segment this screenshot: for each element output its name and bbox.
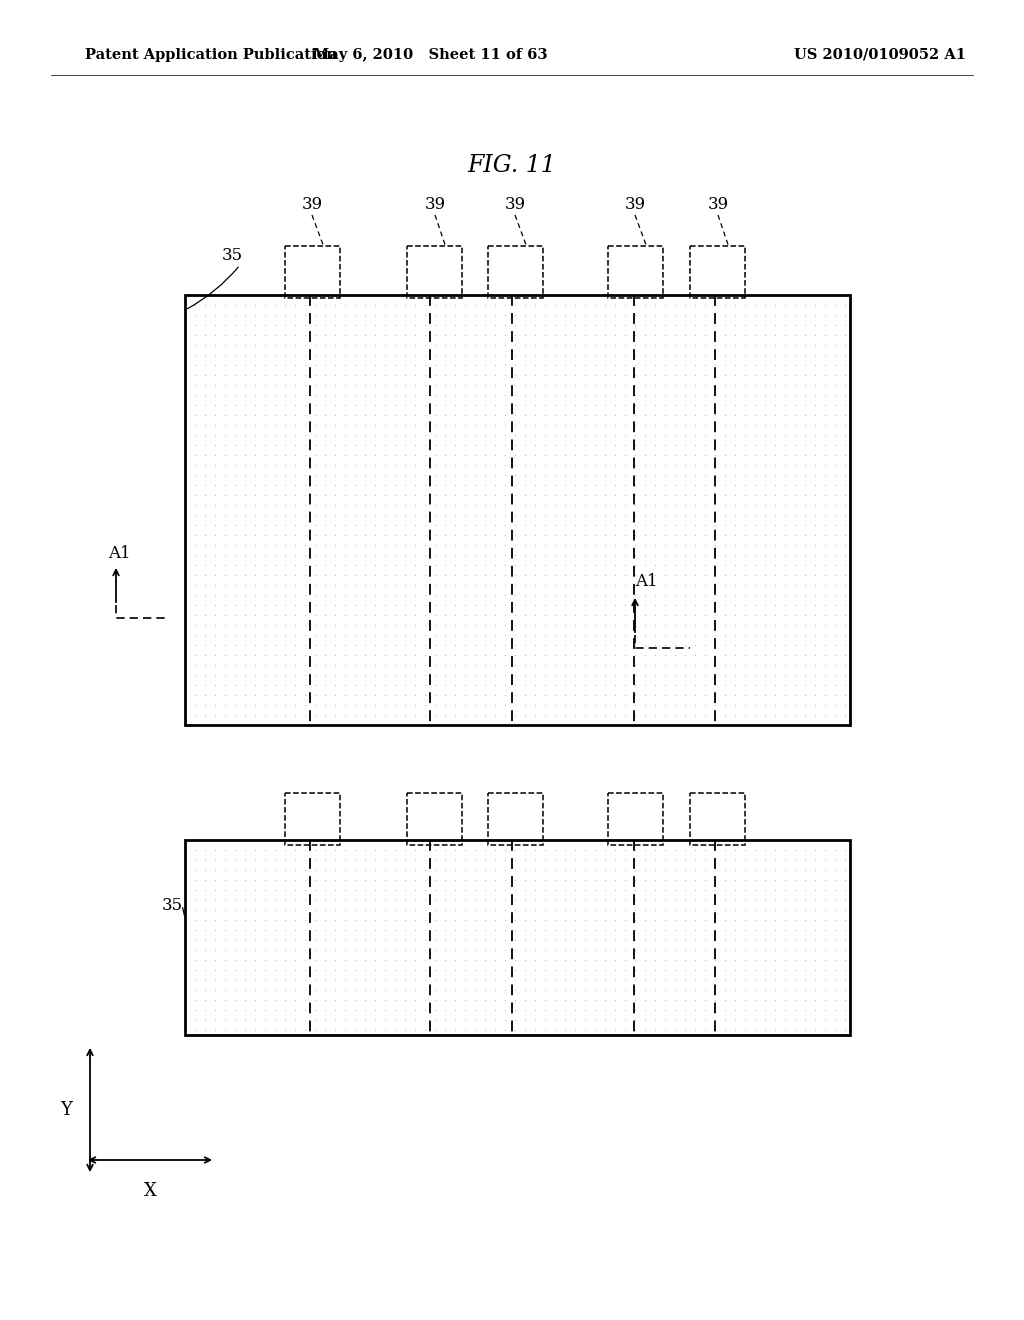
Text: 39: 39	[625, 195, 645, 213]
Text: 39: 39	[505, 195, 525, 213]
Bar	[285, 793, 340, 845]
Text: Y: Y	[60, 1101, 72, 1119]
Text: FIG. 11: FIG. 11	[468, 153, 556, 177]
Bar	[407, 246, 462, 298]
Bar	[690, 793, 745, 845]
Bar	[488, 793, 543, 845]
Bar	[285, 246, 340, 298]
Text: X: X	[143, 1181, 157, 1200]
Bar	[407, 793, 462, 845]
Bar	[488, 246, 543, 298]
Text: 39: 39	[424, 195, 445, 213]
Text: A1: A1	[635, 573, 657, 590]
Bar	[185, 840, 850, 1035]
Text: Patent Application Publication: Patent Application Publication	[85, 48, 337, 62]
Text: 35: 35	[222, 247, 243, 264]
Bar	[608, 246, 663, 298]
Bar	[690, 246, 745, 298]
Bar	[608, 793, 663, 845]
Text: 39: 39	[301, 195, 323, 213]
Text: May 6, 2010   Sheet 11 of 63: May 6, 2010 Sheet 11 of 63	[312, 48, 547, 62]
Text: 39: 39	[708, 195, 728, 213]
Bar	[185, 294, 850, 725]
Text: A1: A1	[108, 545, 131, 562]
Text: US 2010/0109052 A1: US 2010/0109052 A1	[794, 48, 966, 62]
Text: 35: 35	[162, 896, 183, 913]
